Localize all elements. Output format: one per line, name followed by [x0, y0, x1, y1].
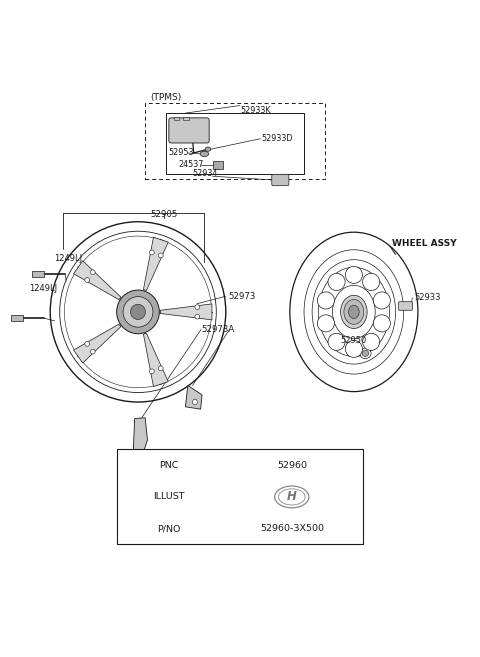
Text: H: H — [287, 490, 297, 503]
Ellipse shape — [192, 399, 197, 405]
Ellipse shape — [341, 295, 367, 328]
Text: 1249LJ: 1249LJ — [29, 284, 57, 292]
Text: 52933K: 52933K — [240, 106, 271, 114]
Bar — [174, 118, 179, 120]
FancyBboxPatch shape — [214, 162, 223, 169]
Ellipse shape — [131, 304, 145, 319]
Ellipse shape — [85, 278, 90, 283]
Text: 52933: 52933 — [415, 293, 441, 302]
Ellipse shape — [317, 315, 335, 332]
Ellipse shape — [373, 315, 390, 332]
Ellipse shape — [373, 292, 390, 309]
Ellipse shape — [348, 306, 359, 319]
Text: P/NO: P/NO — [157, 524, 180, 533]
Text: 52950: 52950 — [341, 336, 367, 346]
Polygon shape — [73, 324, 121, 363]
Ellipse shape — [362, 273, 380, 290]
Polygon shape — [160, 304, 212, 320]
Polygon shape — [185, 386, 202, 409]
Ellipse shape — [312, 260, 396, 364]
Bar — [11, 315, 23, 321]
Ellipse shape — [50, 222, 226, 402]
Ellipse shape — [318, 267, 389, 357]
Ellipse shape — [64, 236, 212, 388]
Text: WHEEL ASSY: WHEEL ASSY — [392, 238, 456, 248]
Ellipse shape — [149, 250, 154, 255]
Ellipse shape — [328, 273, 345, 290]
Ellipse shape — [362, 350, 369, 357]
Ellipse shape — [345, 266, 362, 283]
Text: 52934: 52934 — [192, 169, 218, 177]
Ellipse shape — [297, 240, 411, 383]
Ellipse shape — [117, 290, 159, 334]
Polygon shape — [73, 261, 121, 300]
Bar — [145, 103, 325, 179]
Ellipse shape — [275, 486, 309, 508]
Text: PNC: PNC — [159, 461, 178, 470]
Ellipse shape — [60, 231, 216, 392]
Polygon shape — [144, 333, 168, 386]
Text: 24537: 24537 — [179, 160, 204, 170]
Ellipse shape — [290, 232, 418, 392]
FancyBboxPatch shape — [272, 174, 289, 186]
Bar — [117, 449, 363, 545]
Ellipse shape — [360, 348, 371, 359]
Ellipse shape — [158, 253, 163, 258]
Ellipse shape — [304, 250, 404, 374]
Ellipse shape — [195, 305, 200, 309]
Ellipse shape — [345, 340, 362, 357]
FancyBboxPatch shape — [398, 302, 412, 310]
Ellipse shape — [278, 489, 305, 505]
Ellipse shape — [195, 314, 200, 319]
Ellipse shape — [333, 285, 375, 338]
FancyBboxPatch shape — [169, 118, 209, 143]
Ellipse shape — [90, 270, 95, 275]
Bar — [183, 118, 189, 120]
Ellipse shape — [328, 333, 345, 350]
Ellipse shape — [344, 300, 364, 325]
Text: 52933D: 52933D — [261, 134, 293, 143]
Ellipse shape — [362, 333, 380, 350]
Ellipse shape — [200, 151, 209, 156]
Ellipse shape — [149, 369, 154, 374]
Text: 52953: 52953 — [168, 148, 193, 158]
Ellipse shape — [158, 366, 163, 371]
Ellipse shape — [85, 342, 90, 346]
Ellipse shape — [90, 350, 95, 354]
Text: 52905: 52905 — [150, 210, 178, 219]
Bar — [167, 112, 304, 174]
Text: 1249LJ: 1249LJ — [54, 254, 82, 263]
Polygon shape — [144, 237, 168, 290]
Text: 52960-3X500: 52960-3X500 — [260, 524, 324, 533]
Polygon shape — [133, 418, 147, 454]
Text: 52960: 52960 — [277, 461, 307, 470]
Text: 52973: 52973 — [228, 292, 255, 301]
Ellipse shape — [123, 296, 153, 327]
Text: 52973A: 52973A — [201, 325, 234, 334]
Ellipse shape — [317, 292, 335, 309]
Text: ILLUST: ILLUST — [153, 493, 184, 501]
Ellipse shape — [205, 147, 211, 151]
Text: (TPMS): (TPMS) — [150, 93, 181, 102]
Bar — [32, 271, 44, 277]
